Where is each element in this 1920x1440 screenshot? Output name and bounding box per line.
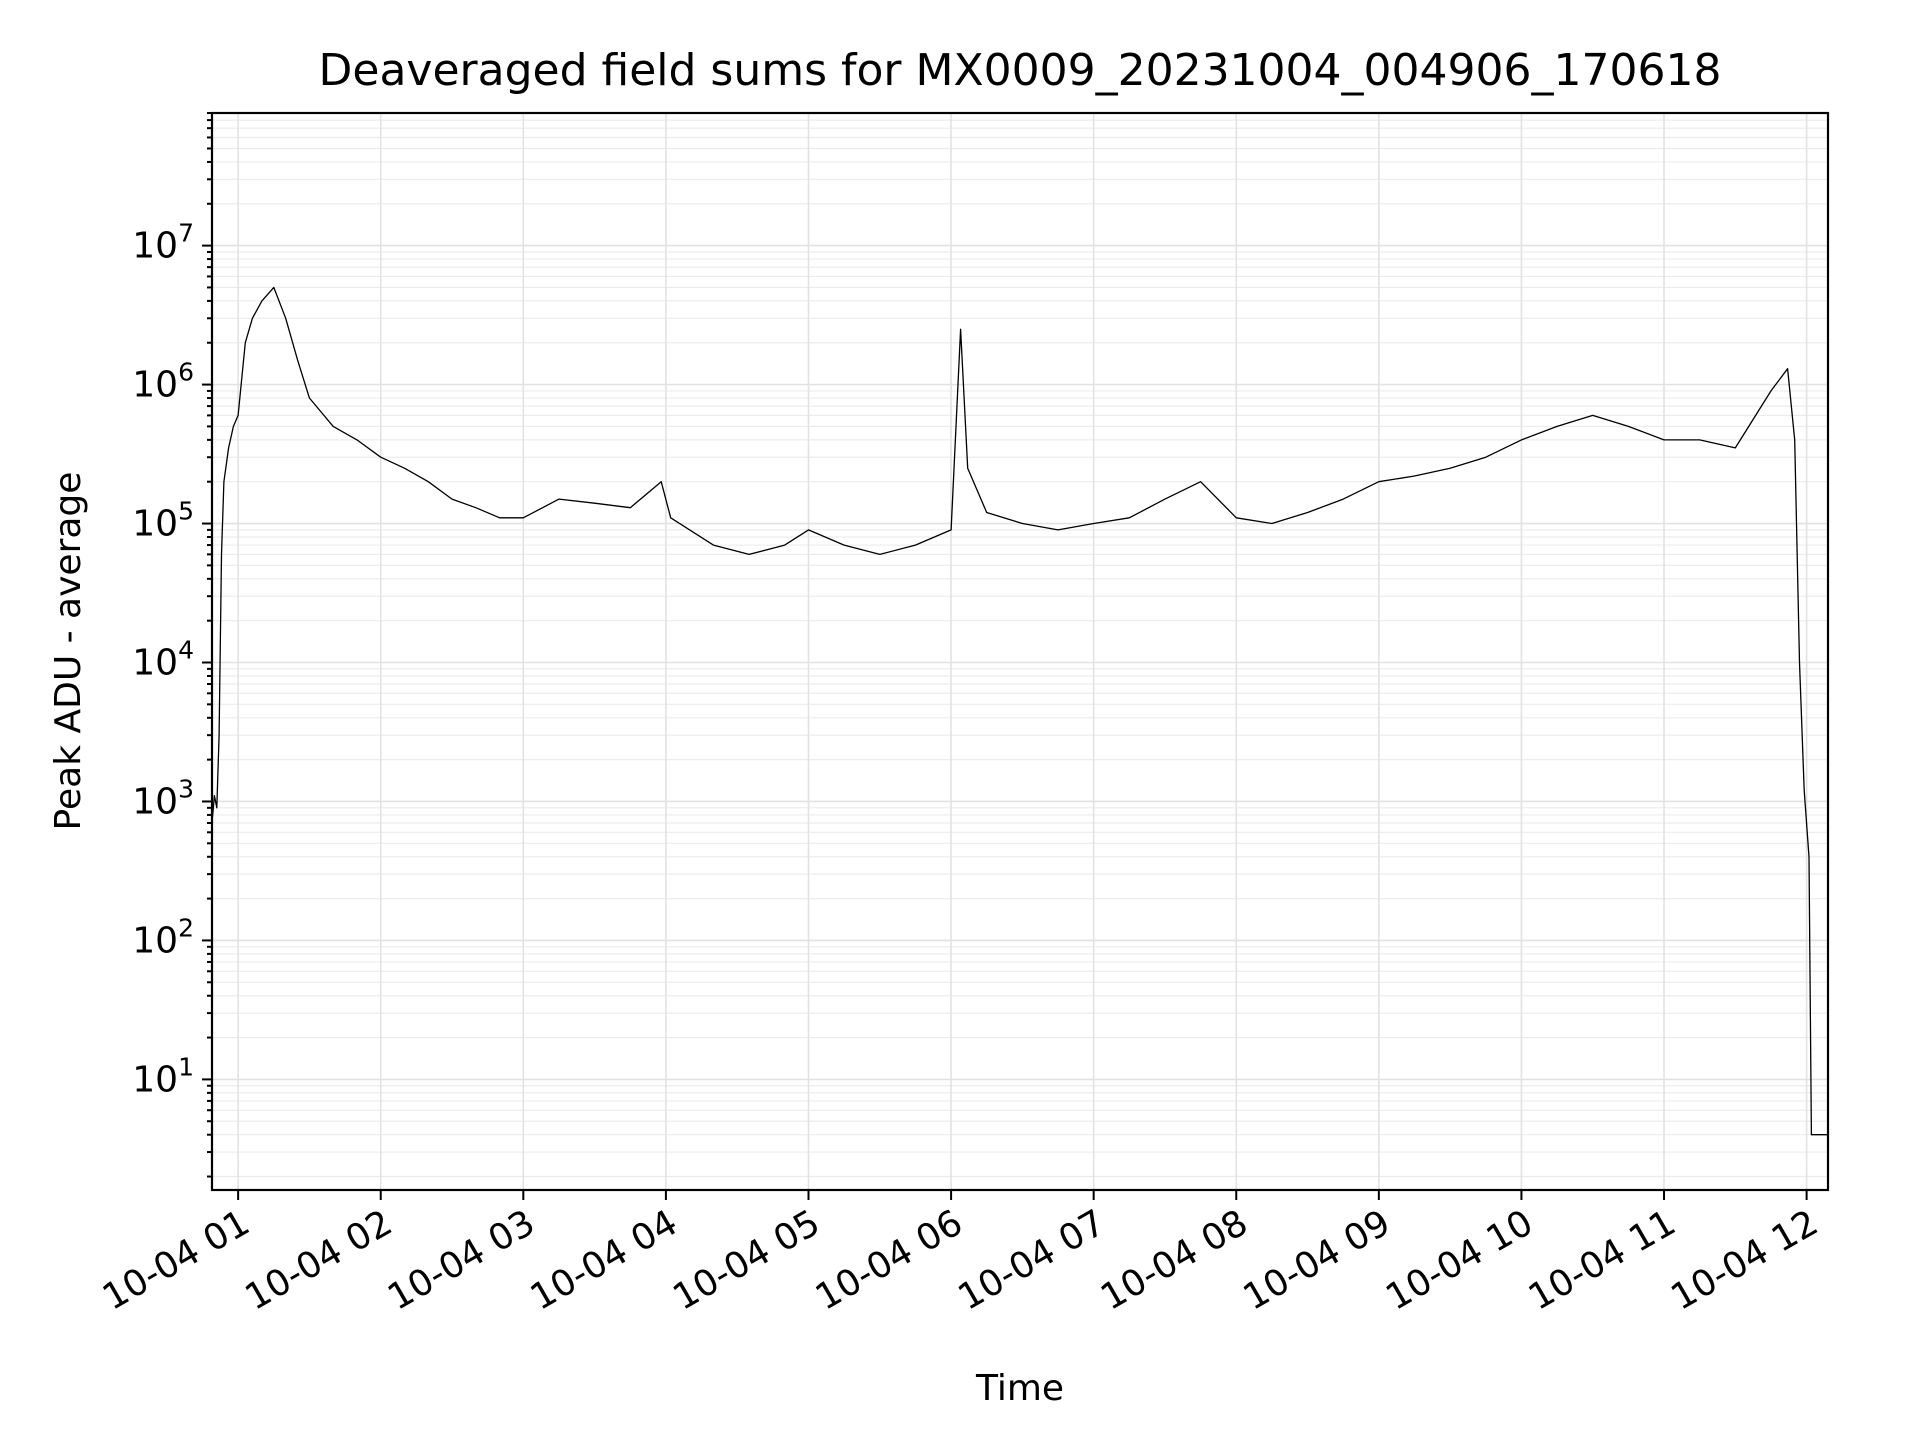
series-layer: [211, 286, 1828, 1136]
y-axis-label: Peak ADU - average: [48, 472, 89, 831]
y-tick-label: 101: [132, 1052, 194, 1100]
y-axis: 101 102 103 104 105 106 107: [132, 112, 212, 1178]
series-line: [211, 286, 1828, 1136]
x-axis-label: Time: [975, 1368, 1064, 1409]
y-tick-label: 103: [132, 774, 194, 822]
y-tick-label: 107: [132, 219, 194, 267]
y-tick-label: 104: [132, 636, 194, 684]
chart-title: Deaveraged field sums for MX0009_2023100…: [319, 45, 1722, 96]
y-tick-label: 106: [132, 358, 194, 406]
y-tick-label: 105: [132, 497, 194, 545]
grid-lines: [212, 112, 1828, 1190]
plot-area-frame: [210, 111, 1830, 1192]
y-tick-label: 102: [132, 913, 194, 961]
